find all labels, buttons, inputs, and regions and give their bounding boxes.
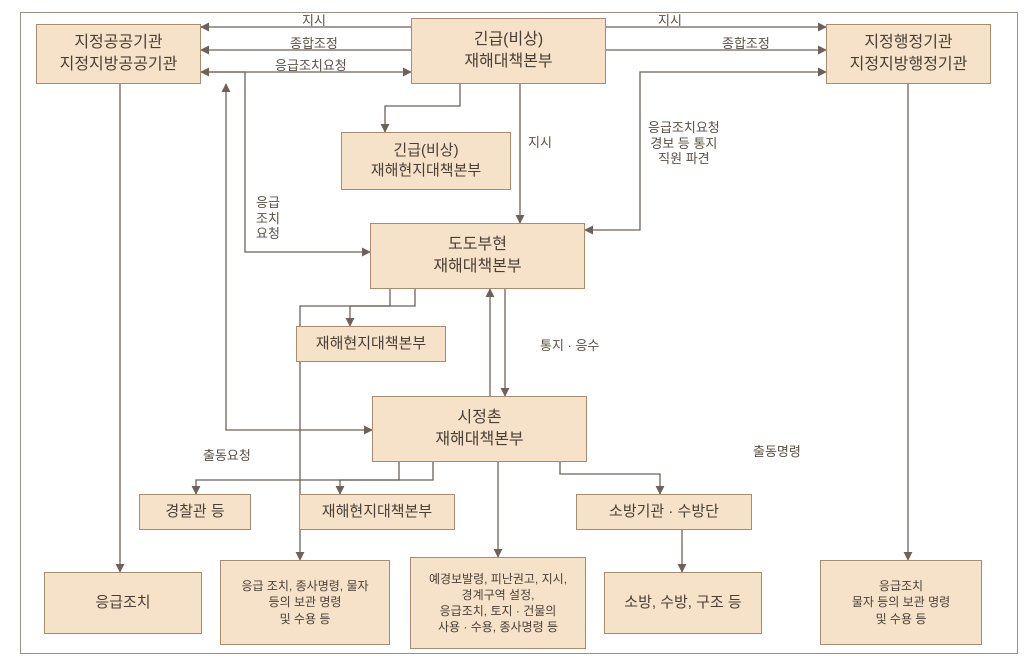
label-c_down2: 통지 · 응수 bbox=[540, 338, 599, 354]
node-text-bl3: 예경보발령, 피난권고, 지시, 경계구역 설정, 응급조치, 토지 · 건물의… bbox=[429, 571, 567, 636]
node-text-top_right: 지정행정기관 지정지방행정기관 bbox=[850, 32, 968, 75]
node-top_right: 지정행정기관 지정지방행정기관 bbox=[826, 24, 991, 84]
label-l2: 종합조정 bbox=[290, 36, 338, 52]
node-text-city_local: 재해현지대책본부 bbox=[322, 502, 432, 522]
label-dispatch_ord: 출동명령 bbox=[753, 444, 801, 460]
node-text-pref_local: 재해현지대책본부 bbox=[316, 334, 426, 354]
node-city: 시정촌 재해대책본부 bbox=[372, 396, 587, 462]
node-text-mid_emerg: 긴급(비상) 재해현지대책본부 bbox=[371, 141, 481, 182]
label-l3: 응급조치요청 bbox=[275, 58, 347, 74]
node-bl1: 응급조치 bbox=[44, 572, 202, 634]
node-top_left: 지정공공기관 지정지방공공기관 bbox=[36, 24, 201, 84]
node-prefecture: 도도부현 재해대책본부 bbox=[370, 223, 585, 289]
label-left_req: 응급 조치 요청 bbox=[256, 195, 280, 242]
node-text-top_left: 지정공공기관 지정지방공공기관 bbox=[60, 32, 178, 75]
node-text-bl1: 응급조치 bbox=[95, 593, 150, 613]
label-c_down1: 지시 bbox=[528, 135, 552, 151]
node-bl5: 응급조치 물자 등의 보관 명령 및 수용 등 bbox=[820, 560, 982, 645]
node-police: 경찰관 등 bbox=[139, 494, 251, 530]
label-right_req: 응급조치요청 경보 등 통지 직원 파견 bbox=[648, 120, 720, 167]
node-mid_emerg: 긴급(비상) 재해현지대책본부 bbox=[341, 132, 511, 190]
node-pref_local: 재해현지대책본부 bbox=[296, 326, 446, 362]
node-bl3: 예경보발령, 피난권고, 지시, 경계구역 설정, 응급조치, 토지 · 건물의… bbox=[410, 557, 586, 649]
node-text-prefecture: 도도부현 재해대책본부 bbox=[433, 234, 521, 277]
node-text-bl5: 응급조치 물자 등의 보관 명령 및 수용 등 bbox=[852, 578, 950, 627]
node-text-bl2: 응급 조치, 종사명령, 물자 등의 보관 명령 및 수용 등 bbox=[241, 578, 368, 627]
node-text-city: 시정촌 재해대책본부 bbox=[435, 407, 523, 450]
label-r2: 종합조정 bbox=[722, 36, 770, 52]
node-fire: 소방기관 · 수방단 bbox=[576, 494, 752, 530]
label-dispatch_req: 출동요청 bbox=[203, 448, 251, 464]
node-top_center: 긴급(비상) 재해대책본부 bbox=[411, 18, 606, 84]
node-text-fire: 소방기관 · 수방단 bbox=[609, 502, 719, 522]
node-city_local: 재해현지대책본부 bbox=[299, 494, 455, 530]
label-r1: 지시 bbox=[658, 13, 682, 29]
node-text-bl4: 소방, 수방, 구조 등 bbox=[624, 593, 741, 613]
node-bl4: 소방, 수방, 구조 등 bbox=[604, 572, 762, 634]
node-text-top_center: 긴급(비상) 재해대책본부 bbox=[464, 29, 552, 72]
node-text-police: 경찰관 등 bbox=[165, 502, 224, 522]
node-bl2: 응급 조치, 종사명령, 물자 등의 보관 명령 및 수용 등 bbox=[220, 560, 390, 645]
disaster-response-flowchart: 긴급(비상) 재해대책본부 지정공공기관 지정지방공공기관 지정행정기관 지정지방행… bbox=[0, 0, 1031, 663]
label-l1: 지시 bbox=[302, 13, 326, 29]
